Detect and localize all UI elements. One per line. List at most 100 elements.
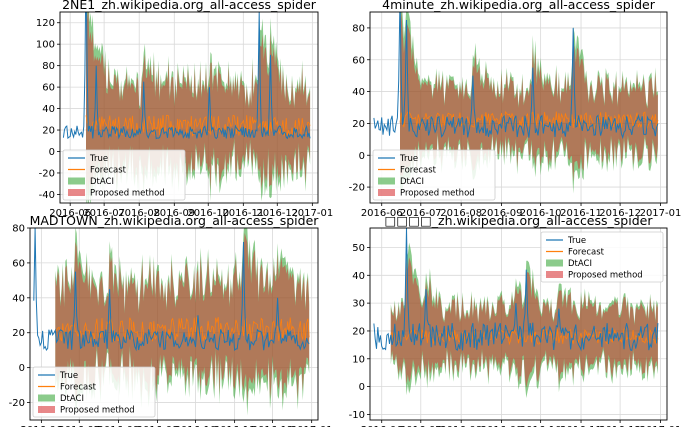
x-tick-label: 2016-12 [256, 208, 298, 219]
y-tick-label: 60 [12, 258, 25, 269]
x-tick-label: 2016-08 [440, 425, 482, 427]
x-tick-label: 2016-11 [560, 208, 602, 219]
legend-item-dtaci: DtACI [568, 259, 592, 269]
x-tick-label: 2016-10 [175, 425, 217, 427]
y-tick-label: 40 [352, 87, 365, 98]
legend-item-forecast: Forecast [400, 166, 437, 176]
x-tick-label: 2016-08 [440, 208, 482, 219]
y-tick-label: 80 [12, 224, 25, 235]
true-line [62, 12, 311, 140]
y-tick-label: 40 [352, 271, 365, 282]
axes-frame [369, 11, 668, 204]
legend-item-dtaci: DtACI [400, 177, 424, 187]
x-tick-label: 2016-08 [118, 208, 160, 219]
legend-item-forecast: Forecast [90, 166, 127, 176]
y-tick-label: 0 [19, 363, 25, 374]
x-tick-label: 2016-12 [252, 425, 294, 427]
y-tick-label: 60 [42, 83, 55, 94]
chart-title: 4minute_zh.wikipedia.org_all-access_spid… [382, 0, 656, 12]
x-tick-label: 2016-11 [222, 208, 264, 219]
legend-item-true: True [89, 154, 108, 164]
legend-item-true: True [59, 371, 78, 381]
forecast-line [55, 316, 310, 342]
proposed-band [55, 232, 310, 402]
x-tick-label: 2016-07 [83, 208, 125, 219]
x-tick-label: 2016-09 [481, 208, 523, 219]
legend-item-dtaci: DtACI [60, 394, 84, 404]
x-tick-label: 2016-08 [98, 425, 140, 427]
y-tick-label: 30 [352, 299, 365, 310]
y-tick-label: 20 [352, 119, 365, 130]
chart-panel-2: -20 0 20 40 60 80 2016-062016-072016-082016-09… [349, 0, 682, 219]
y-tick-label: 20 [42, 126, 55, 137]
y-tick-label: 80 [352, 23, 365, 34]
x-tick-label: 2016-12 [599, 425, 641, 427]
x-tick-label: 2016-11 [560, 425, 602, 427]
x-tick-label: 2016-12 [599, 208, 641, 219]
x-tick-label: 2016-09 [481, 425, 523, 427]
y-tick-label: 0 [359, 151, 365, 162]
chart-panel-1: -40-200204060801001202016-062016-072016-… [36, 0, 333, 219]
x-tick-label: 2016-10 [520, 208, 562, 219]
legend-item-proposed: Proposed method [568, 271, 643, 281]
y-tick-label: 80 [42, 61, 55, 72]
forecast-line [399, 110, 659, 130]
y-tick-label: 100 [36, 40, 55, 51]
x-tick-label: 2016-07 [400, 208, 442, 219]
y-tick-label: 50 [352, 243, 365, 254]
chart-title: □□□□_zh.wikipedia.org_all-access_spider [385, 213, 654, 228]
true-line [373, 228, 659, 352]
proposed-band [390, 257, 658, 388]
legend-item-dtaci: DtACI [90, 177, 114, 187]
true-line [373, 12, 659, 140]
legend-item-true: True [567, 236, 586, 246]
y-tick-label: 0 [359, 382, 365, 393]
x-tick-label: 2016-09 [153, 208, 195, 219]
y-tick-label: -20 [39, 168, 55, 179]
x-tick-label: 2017-01 [640, 425, 682, 427]
chart-title: MADTOWN_zh.wikipedia.org_all-access_spid… [30, 213, 320, 228]
y-tick-label: 20 [352, 326, 365, 337]
proposed-band [400, 12, 658, 182]
y-tick-label: 20 [12, 328, 25, 339]
chart-title: 2NE1_zh.wikipedia.org_all-access_spider [62, 0, 317, 12]
x-tick-label: 2016-06 [20, 425, 62, 427]
y-tick-label: 40 [12, 293, 25, 304]
x-tick-label: 2016-06 [49, 208, 91, 219]
legend-item-proposed: Proposed method [400, 189, 475, 199]
x-tick-label: 2017-01 [291, 208, 333, 219]
x-tick-label: 2016-06 [361, 425, 403, 427]
x-tick-label: 2016-07 [400, 425, 442, 427]
x-tick-label: 2016-09 [137, 425, 179, 427]
true-line [33, 228, 310, 352]
legend-item-forecast: Forecast [60, 383, 97, 393]
y-tick-label: -20 [9, 398, 25, 409]
x-tick-label: 2017-01 [291, 425, 333, 427]
x-tick-label: 2016-10 [520, 425, 562, 427]
x-tick-label: 2016-07 [58, 425, 100, 427]
y-tick-label: 0 [49, 147, 55, 158]
x-tick-label: 2016-06 [361, 208, 403, 219]
legend-item-proposed: Proposed method [60, 406, 135, 416]
y-tick-label: 60 [352, 55, 365, 66]
legend-item-true: True [399, 154, 418, 164]
axes-frame [369, 227, 668, 421]
y-tick-label: 40 [42, 104, 55, 115]
y-tick-label: -40 [39, 190, 55, 201]
y-tick-label: -10 [349, 410, 365, 421]
legend-item-forecast: Forecast [568, 248, 605, 258]
y-tick-label: 120 [36, 18, 55, 29]
y-tick-label: 10 [352, 354, 365, 365]
axes-frame [59, 11, 319, 204]
axes-frame [29, 227, 319, 421]
x-tick-label: 2017-01 [640, 208, 682, 219]
y-tick-label: -20 [349, 183, 365, 194]
x-tick-label: 2016-11 [214, 425, 256, 427]
chart-panel-3: -20 0 20 40 60 80 2016-062016-072016-082016-09… [9, 213, 333, 427]
x-tick-label: 2016-10 [187, 208, 229, 219]
